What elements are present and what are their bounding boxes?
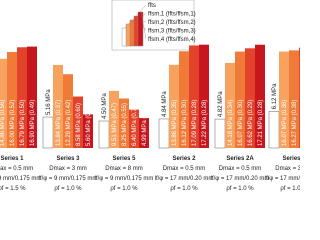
value-label: 16.12 MPa (0.30): [182, 100, 188, 146]
bar: [199, 44, 209, 148]
value-label: 17.21 MPa (0.28): [258, 100, 264, 146]
category-note: lf/φ = 17 mm/0.20 mm: [155, 176, 214, 182]
category-label: Series 3: [56, 156, 80, 162]
bar: [139, 118, 149, 148]
bar: [17, 47, 27, 149]
category-label: Series 2A: [226, 156, 254, 162]
bar: [53, 64, 63, 148]
bar: [63, 74, 73, 148]
value-label: 14.86 MPa (0.56): [0, 100, 6, 146]
category-note: ρf = 1.0 %: [280, 186, 300, 192]
bar: [245, 48, 255, 148]
category-note: ρf = 1.0 %: [170, 186, 198, 192]
category-note: lf/φ = 9 mm/0.175 mm: [95, 176, 154, 182]
category-label: Series 4: [282, 156, 300, 162]
category-note: Dmax = 0.5 mm: [219, 166, 262, 172]
bar: [189, 45, 199, 148]
category-note: lf/φ = 9 mm/0.175 mm: [39, 176, 98, 182]
bar: [0, 58, 7, 149]
value-label: 16.79 MPa (0.50): [20, 100, 26, 146]
legend-label: ffsm,1 (ffts/ffsm,1): [148, 12, 196, 18]
category-note: Dmax = 3 mm: [49, 166, 87, 172]
bar: [27, 46, 37, 148]
value-label: 6.12 MPa: [272, 83, 278, 109]
value-label: 17.22 MPa (0.28): [202, 100, 208, 146]
value-label: 16.27 MPa (0.38): [292, 100, 298, 146]
value-label: 13.86 MPa (0.35): [172, 100, 178, 146]
value-label: 17.09 MPa (0.28): [192, 100, 198, 146]
value-label: 16.07 MPa (0.38): [282, 100, 288, 146]
legend-label: ffts: [148, 3, 156, 9]
category-note: Dmax = 8 mm: [105, 166, 143, 172]
bar: [225, 62, 235, 148]
bar: [98, 120, 110, 149]
category-label: Series 2: [172, 156, 196, 162]
value-label: 6.40 MPa (0.70): [132, 103, 138, 146]
category-note: Dmax = 3 mm: [275, 166, 300, 172]
legend-label: ffsm,3 (ffts/ffsm,3): [148, 29, 196, 35]
bar: [169, 64, 179, 148]
value-label: 4.99 MPa (0.90): [142, 103, 148, 146]
chart: ffts ffsm,1 (ffts/ffsm,1) ffsm,2 (ffts/ffs…: [0, 0, 300, 192]
category-note: Dmax = 0.5 mm: [163, 166, 206, 172]
bar: [129, 109, 139, 148]
value-label: 16.90 MPa (0.49): [30, 100, 36, 146]
category-note: lf/φ = 17 mm/0.20 mm: [211, 176, 270, 182]
value-label: 4.84 MPa: [162, 91, 168, 117]
bar: [179, 51, 189, 148]
value-label: 4.50 MPa: [102, 93, 108, 119]
value-label: 5.60 MPa (0.92): [86, 103, 92, 146]
bar: [289, 50, 299, 148]
category-note: ρf = 1.0 %: [54, 186, 82, 192]
bar: [299, 47, 300, 149]
value-label: 5.16 MPa: [46, 89, 52, 115]
bar: [158, 118, 170, 149]
category-note: ρf = 1.5 %: [0, 186, 26, 192]
value-label: 16.07 MPa (0.30): [238, 100, 244, 146]
bar: [7, 52, 17, 148]
legend-label: ffsm,4 (ffts/ffsm,4): [148, 37, 196, 43]
legend-swatch: [137, 11, 144, 47]
value-label: 14.18 MPa (0.34): [228, 100, 234, 146]
value-label: 8.58 MPa (0.60): [76, 103, 82, 146]
category-label: Series 5: [112, 156, 136, 162]
legend-leader: [140, 11, 147, 40]
category-note: ρf = 1.0 %: [110, 186, 138, 192]
bar: [83, 114, 93, 148]
legend-label: ffsm,2 (ffts/ffsm,2): [148, 20, 196, 26]
value-label: 12.29 MPa (0.42): [66, 100, 72, 146]
bar: [119, 98, 129, 148]
value-label: 9.51 MPa (0.47): [112, 103, 118, 146]
category-note: lf/φ = 9 mm/0.175 mm: [0, 176, 41, 182]
bar: [73, 96, 83, 148]
category-label: Series 1: [0, 156, 24, 162]
category-note: lf/φ = 17 mm/0.20 mm: [265, 176, 300, 182]
value-label: 13.84 MPa (0.37): [56, 100, 62, 146]
category-note: ρf = 1.0 %: [226, 186, 254, 192]
bar: [42, 116, 54, 149]
bar: [279, 51, 289, 148]
value-label: 16.62 MPa (0.29): [248, 100, 254, 146]
value-label: 8.25 MPa (0.55): [122, 103, 128, 146]
bar: [214, 118, 226, 149]
value-label: 16.00 MPa (0.52): [10, 100, 16, 146]
bar: [109, 90, 119, 148]
category-note: Dmax = 0.5 mm: [0, 166, 33, 172]
bar: [235, 51, 245, 148]
bar: [268, 111, 280, 149]
value-label: 4.82 MPa: [218, 91, 224, 117]
bar: [255, 44, 265, 148]
